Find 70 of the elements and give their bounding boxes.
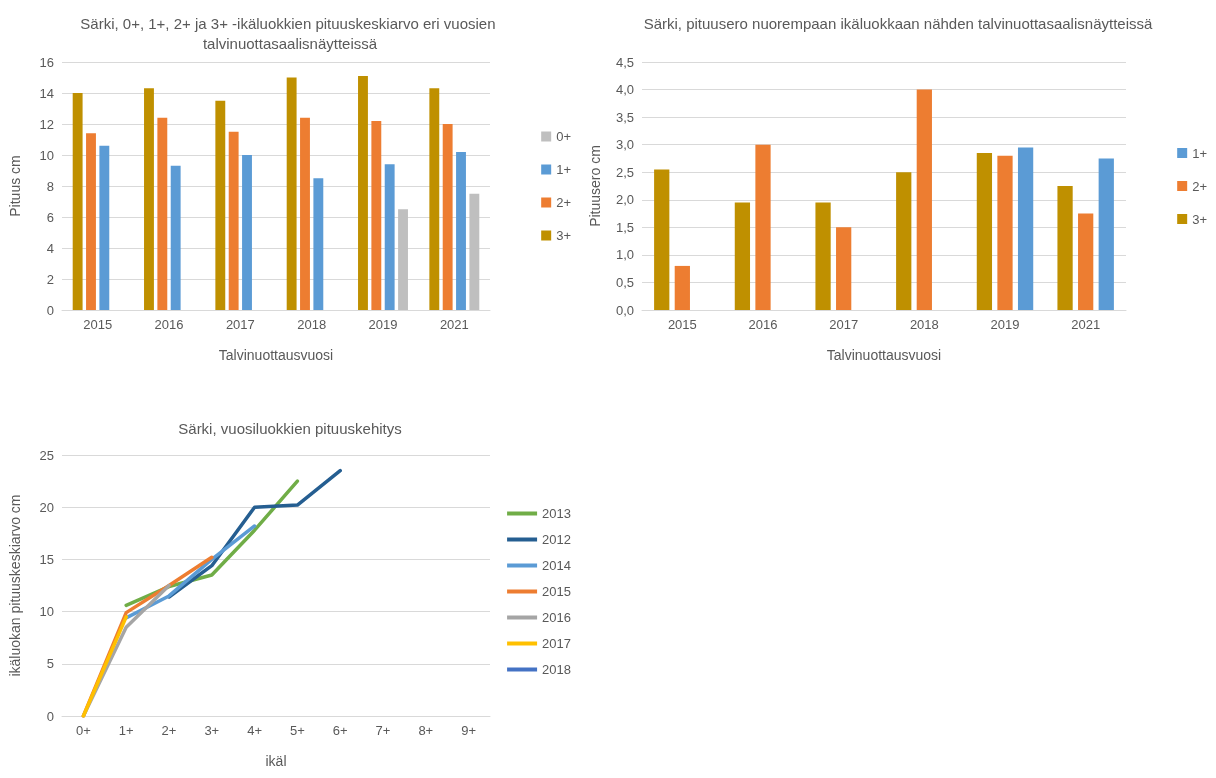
y-tick-label: 2,0 bbox=[615, 192, 634, 208]
x-tick-label: 2015 bbox=[83, 317, 113, 332]
x-tick-label: 6+ bbox=[332, 723, 348, 738]
legend-label: 3+ bbox=[556, 228, 572, 243]
y-tick-label: 20 bbox=[39, 499, 54, 515]
x-tick-label: 7+ bbox=[375, 723, 391, 738]
y-tick-label: 0,5 bbox=[615, 274, 634, 290]
x-tick-label: 4+ bbox=[247, 723, 263, 738]
y-tick-label: 6 bbox=[46, 209, 54, 225]
x-axis-title: ikäl bbox=[265, 753, 287, 769]
y-tick-label: 4 bbox=[46, 240, 54, 256]
chart-title: Särki, pituusero nuorempaan ikäluokkaan nähden talvinuottasaalisnäytteissä bbox=[643, 14, 1153, 32]
y-tick-label: 2 bbox=[46, 271, 54, 287]
y-axis-title: Pituusero cm bbox=[587, 145, 603, 227]
x-tick-label: 2021 bbox=[439, 317, 469, 332]
x-tick-label: 2017 bbox=[829, 317, 859, 332]
x-tick-label: 2018 bbox=[297, 317, 327, 332]
y-tick-label: 1,5 bbox=[615, 219, 634, 235]
x-tick-label: 3+ bbox=[204, 723, 220, 738]
legend-label: 2018 bbox=[542, 662, 571, 677]
legend-label: 2013 bbox=[542, 506, 571, 521]
legend-label: 1+ bbox=[556, 162, 572, 177]
x-axis-title: Talvinuottausvuosi bbox=[218, 347, 334, 363]
x-tick-label: 2016 bbox=[748, 317, 778, 332]
x-tick-label: 8+ bbox=[418, 723, 434, 738]
y-tick-label: 2,5 bbox=[615, 164, 634, 180]
x-tick-label: 2+ bbox=[161, 723, 177, 738]
y-tick-label: 0,0 bbox=[615, 302, 634, 318]
legend-label: 2015 bbox=[542, 584, 571, 599]
x-tick-label: 5+ bbox=[289, 723, 305, 738]
y-tick-label: 10 bbox=[39, 147, 54, 163]
legend-label: 2017 bbox=[542, 636, 571, 651]
legend-label: 0+ bbox=[556, 129, 572, 144]
x-tick-label: 0+ bbox=[75, 723, 91, 738]
y-axis-title: Pituus cm bbox=[7, 155, 23, 217]
y-tick-label: 8 bbox=[46, 178, 54, 194]
x-tick-label: 2019 bbox=[990, 317, 1020, 332]
legend-label: 2016 bbox=[542, 610, 571, 625]
legend-label: 2+ bbox=[556, 195, 572, 210]
y-tick-label: 14 bbox=[39, 85, 54, 101]
x-tick-label: 2017 bbox=[225, 317, 255, 332]
legend-label: 1+ bbox=[1192, 145, 1208, 161]
y-tick-label: 12 bbox=[39, 116, 54, 132]
y-tick-label: 25 bbox=[39, 447, 54, 463]
y-tick-label: 0 bbox=[46, 302, 54, 318]
y-tick-label: 5 bbox=[46, 656, 54, 672]
x-tick-label: 2019 bbox=[368, 317, 398, 332]
y-axis-title: ikäluokan pituuskeskiarvo cm bbox=[7, 494, 23, 677]
x-tick-label: 9+ bbox=[461, 723, 477, 738]
chart-title: Särki, vuosiluokkien pituuskehitys bbox=[178, 419, 402, 437]
legend-label: 2014 bbox=[542, 558, 571, 573]
y-tick-label: 3,5 bbox=[615, 109, 634, 125]
y-tick-label: 4,5 bbox=[615, 54, 634, 70]
x-tick-label: 2021 bbox=[1071, 317, 1101, 332]
legend-label: 3+ bbox=[1192, 211, 1208, 227]
legend-label: 2+ bbox=[1192, 178, 1208, 194]
y-tick-label: 1,0 bbox=[615, 247, 634, 263]
x-tick-label: 1+ bbox=[118, 723, 134, 738]
y-tick-label: 10 bbox=[39, 604, 54, 620]
legend-label: 2012 bbox=[542, 532, 571, 547]
x-tick-label: 2015 bbox=[667, 317, 697, 332]
y-tick-label: 15 bbox=[39, 551, 54, 567]
y-tick-label: 4,0 bbox=[615, 82, 634, 98]
x-tick-label: 2018 bbox=[909, 317, 939, 332]
chart-title: Särki, 0+, 1+, 2+ ja 3+ -ikäluokkien pituuskeskiarvo eri vuosien talvinuottasaalisnäytteissä bbox=[80, 14, 500, 52]
x-axis-title: Talvinuottausvuosi bbox=[826, 347, 942, 363]
x-tick-label: 2016 bbox=[154, 317, 184, 332]
y-tick-label: 0 bbox=[46, 708, 54, 724]
y-tick-label: 16 bbox=[39, 54, 54, 70]
y-tick-label: 3,0 bbox=[615, 137, 634, 153]
